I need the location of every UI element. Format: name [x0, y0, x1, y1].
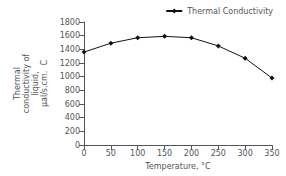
svg-text:liquid,: liquid,	[31, 71, 40, 95]
svg-text:Thermal: Thermal	[13, 67, 22, 101]
svg-text:150: 150	[157, 149, 172, 158]
svg-text:400: 400	[65, 113, 80, 122]
svg-text:600: 600	[65, 100, 80, 109]
svg-text:μal/s.cm. C: μal/s.cm. C	[40, 60, 49, 107]
svg-text:conductivity of: conductivity of	[22, 54, 31, 114]
svg-text:Temperature, °C: Temperature, °C	[144, 162, 211, 171]
svg-text:1600: 1600	[60, 31, 80, 40]
svg-text:100: 100	[130, 149, 145, 158]
svg-text:350: 350	[264, 149, 279, 158]
svg-text:1200: 1200	[60, 59, 80, 68]
svg-text:0: 0	[75, 141, 80, 150]
svg-text:Thermal Conductivity: Thermal Conductivity	[186, 7, 273, 16]
svg-text:800: 800	[65, 86, 80, 95]
svg-text:1000: 1000	[60, 72, 80, 81]
svg-text:200: 200	[184, 149, 199, 158]
svg-text:200: 200	[65, 127, 80, 136]
svg-text:1400: 1400	[60, 45, 80, 54]
svg-text:1800: 1800	[60, 18, 80, 27]
svg-text:50: 50	[106, 149, 116, 158]
svg-text:0: 0	[81, 149, 86, 158]
svg-text:250: 250	[211, 149, 226, 158]
svg-text:300: 300	[238, 149, 253, 158]
